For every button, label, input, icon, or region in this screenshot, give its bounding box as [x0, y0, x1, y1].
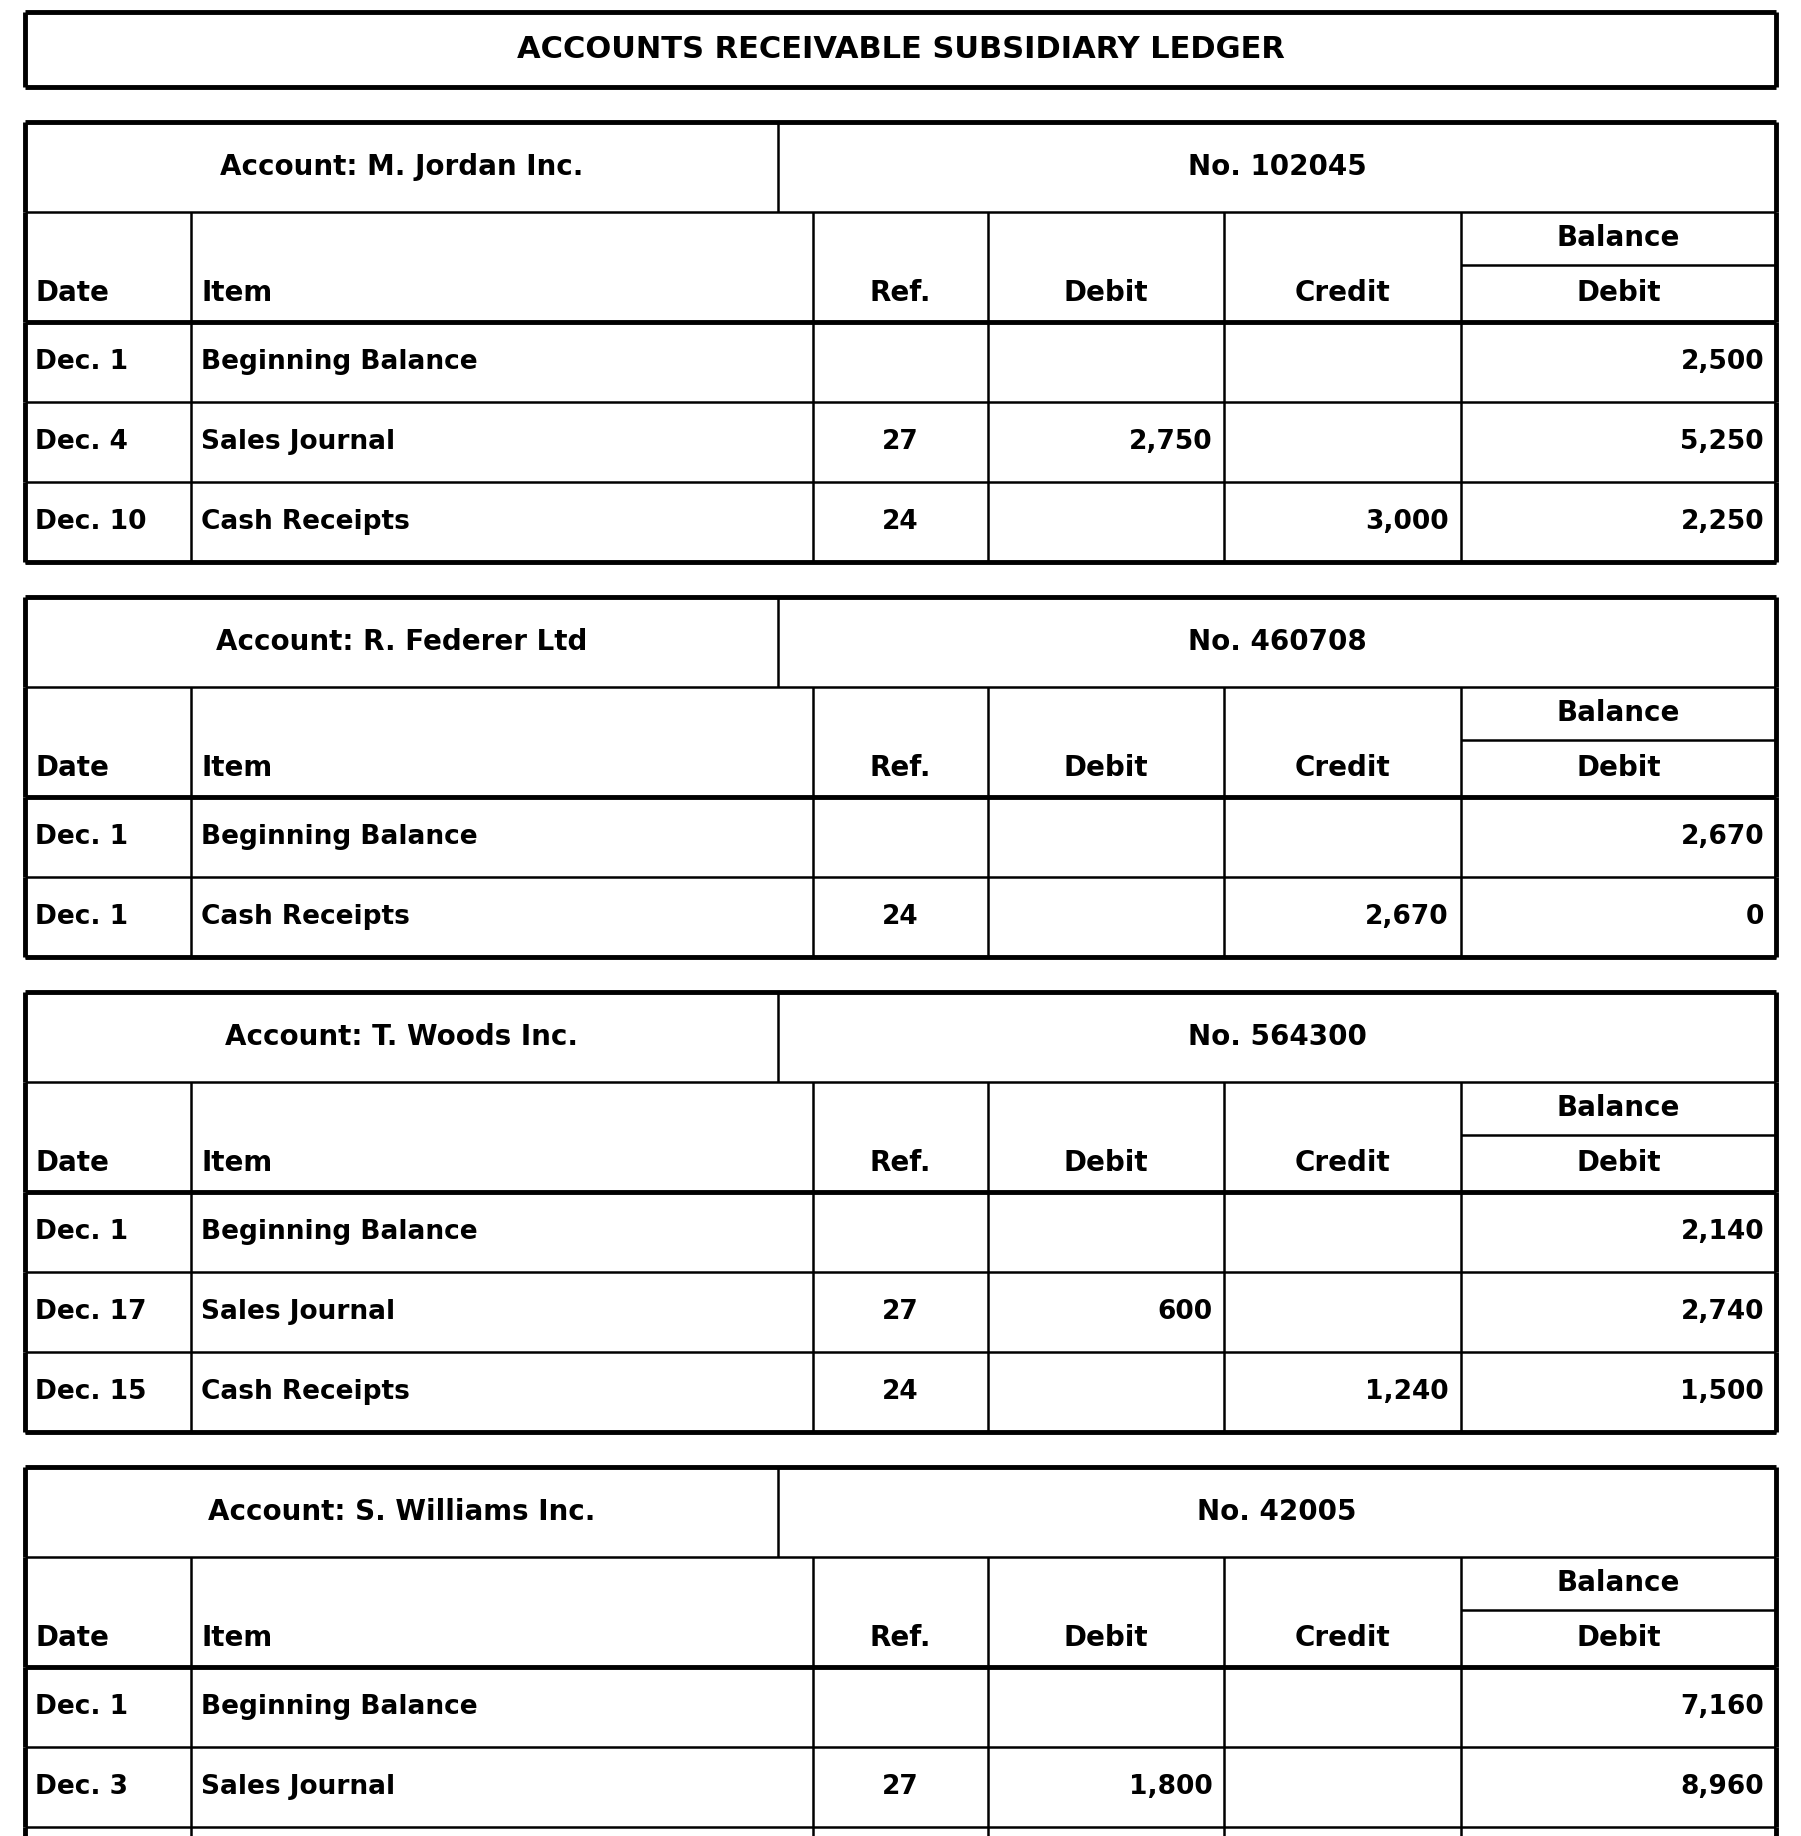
Text: Debit: Debit — [1064, 279, 1149, 307]
Text: Beginning Balance: Beginning Balance — [202, 824, 477, 850]
Text: 24: 24 — [882, 509, 919, 534]
Text: 0: 0 — [1745, 903, 1763, 931]
Text: Item: Item — [202, 1149, 272, 1177]
Text: Dec. 1: Dec. 1 — [34, 349, 128, 375]
Text: 600: 600 — [1158, 1300, 1212, 1326]
Text: Balance: Balance — [1556, 700, 1680, 727]
Text: Item: Item — [202, 1625, 272, 1652]
Text: 27: 27 — [882, 430, 919, 455]
Text: Dec. 4: Dec. 4 — [34, 430, 128, 455]
Text: Debit: Debit — [1576, 279, 1661, 307]
Text: Debit: Debit — [1064, 755, 1149, 782]
Text: Date: Date — [34, 1149, 108, 1177]
Text: Dec. 1: Dec. 1 — [34, 824, 128, 850]
Text: Dec. 15: Dec. 15 — [34, 1379, 146, 1405]
Text: Credit: Credit — [1295, 755, 1390, 782]
Text: 2,140: 2,140 — [1680, 1219, 1763, 1245]
Text: Balance: Balance — [1556, 1570, 1680, 1597]
Text: 2,670: 2,670 — [1365, 903, 1448, 931]
Text: 8,960: 8,960 — [1680, 1774, 1763, 1799]
Text: Sales Journal: Sales Journal — [202, 1300, 396, 1326]
Text: 5,250: 5,250 — [1680, 430, 1763, 455]
Text: 27: 27 — [882, 1300, 919, 1326]
Text: Ref.: Ref. — [870, 1149, 931, 1177]
Text: No. 42005: No. 42005 — [1198, 1498, 1356, 1526]
Text: Credit: Credit — [1295, 1149, 1390, 1177]
Text: 2,750: 2,750 — [1129, 430, 1212, 455]
Text: Dec. 1: Dec. 1 — [34, 903, 128, 931]
Text: Account: M. Jordan Inc.: Account: M. Jordan Inc. — [220, 152, 584, 182]
Text: Debit: Debit — [1576, 755, 1661, 782]
Text: Sales Journal: Sales Journal — [202, 430, 396, 455]
Text: 1,800: 1,800 — [1129, 1774, 1212, 1799]
Text: Ref.: Ref. — [870, 279, 931, 307]
Text: Dec. 3: Dec. 3 — [34, 1774, 128, 1799]
Text: 2,670: 2,670 — [1680, 824, 1763, 850]
Text: Dec. 10: Dec. 10 — [34, 509, 146, 534]
Text: Item: Item — [202, 279, 272, 307]
Text: Account: R. Federer Ltd: Account: R. Federer Ltd — [216, 628, 587, 655]
Text: 1,500: 1,500 — [1680, 1379, 1763, 1405]
Text: 2,740: 2,740 — [1680, 1300, 1763, 1326]
Text: 24: 24 — [882, 903, 919, 931]
Text: Balance: Balance — [1556, 1094, 1680, 1122]
Text: Account: S. Williams Inc.: Account: S. Williams Inc. — [207, 1498, 594, 1526]
Text: Debit: Debit — [1576, 1625, 1661, 1652]
Text: Debit: Debit — [1064, 1625, 1149, 1652]
Text: Ref.: Ref. — [870, 755, 931, 782]
Text: 3,000: 3,000 — [1365, 509, 1448, 534]
Text: 27: 27 — [882, 1774, 919, 1799]
Text: 2,250: 2,250 — [1680, 509, 1763, 534]
Text: Dec. 17: Dec. 17 — [34, 1300, 146, 1326]
Text: Debit: Debit — [1064, 1149, 1149, 1177]
Text: 2,500: 2,500 — [1680, 349, 1763, 375]
Text: Credit: Credit — [1295, 1625, 1390, 1652]
Text: Item: Item — [202, 755, 272, 782]
Text: Cash Receipts: Cash Receipts — [202, 903, 411, 931]
Text: Sales Journal: Sales Journal — [202, 1774, 396, 1799]
Text: Credit: Credit — [1295, 279, 1390, 307]
Text: Dec. 1: Dec. 1 — [34, 1219, 128, 1245]
Text: No. 564300: No. 564300 — [1187, 1023, 1367, 1050]
Text: Beginning Balance: Beginning Balance — [202, 1219, 477, 1245]
Text: Date: Date — [34, 279, 108, 307]
Text: Cash Receipts: Cash Receipts — [202, 509, 411, 534]
Text: Beginning Balance: Beginning Balance — [202, 349, 477, 375]
Text: No. 102045: No. 102045 — [1187, 152, 1367, 182]
Text: Balance: Balance — [1556, 224, 1680, 252]
Text: ACCOUNTS RECEIVABLE SUBSIDIARY LEDGER: ACCOUNTS RECEIVABLE SUBSIDIARY LEDGER — [517, 35, 1284, 64]
Text: 24: 24 — [882, 1379, 919, 1405]
Text: Dec. 1: Dec. 1 — [34, 1695, 128, 1720]
Text: Cash Receipts: Cash Receipts — [202, 1379, 411, 1405]
Text: Ref.: Ref. — [870, 1625, 931, 1652]
Text: Beginning Balance: Beginning Balance — [202, 1695, 477, 1720]
Text: 7,160: 7,160 — [1680, 1695, 1763, 1720]
Text: 1,240: 1,240 — [1365, 1379, 1448, 1405]
Text: Date: Date — [34, 755, 108, 782]
Text: No. 460708: No. 460708 — [1187, 628, 1367, 655]
Text: Date: Date — [34, 1625, 108, 1652]
Text: Account: T. Woods Inc.: Account: T. Woods Inc. — [225, 1023, 578, 1050]
Text: Debit: Debit — [1576, 1149, 1661, 1177]
